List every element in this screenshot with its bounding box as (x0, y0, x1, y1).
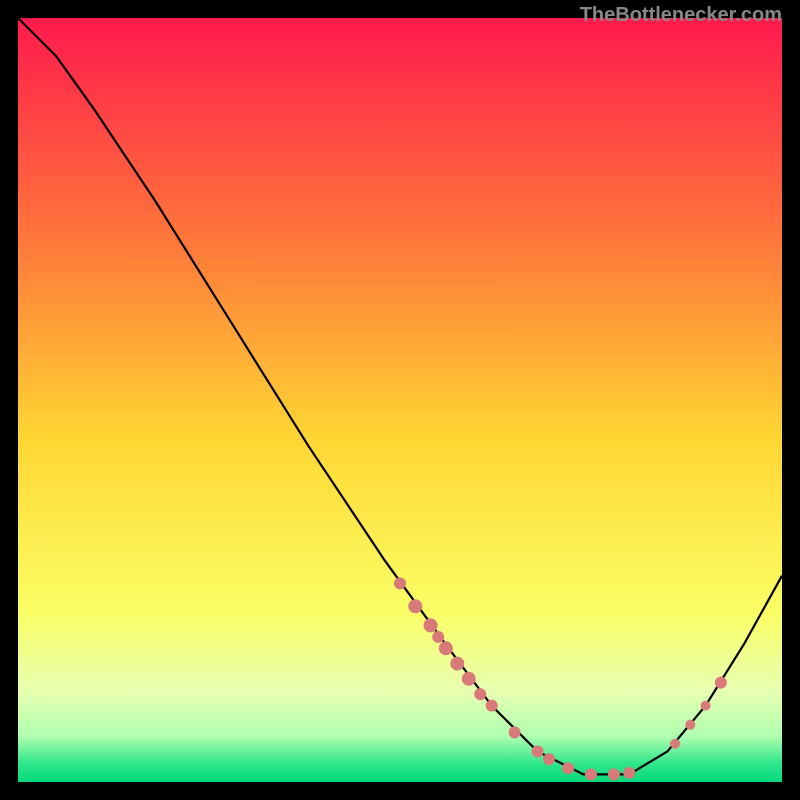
data-marker (543, 753, 555, 765)
data-marker (715, 677, 727, 689)
gradient-background (18, 18, 782, 782)
data-marker (562, 762, 574, 774)
data-marker (424, 618, 438, 632)
watermark-text: TheBottlenecker.com (580, 4, 782, 27)
data-marker (439, 641, 453, 655)
data-marker (585, 768, 597, 780)
chart-area (18, 18, 782, 782)
data-marker (450, 657, 464, 671)
data-marker (532, 745, 544, 757)
data-marker (394, 577, 406, 589)
data-marker (509, 726, 521, 738)
data-marker (670, 739, 680, 749)
chart-svg (18, 18, 782, 782)
data-marker (623, 767, 635, 779)
data-marker (474, 688, 486, 700)
data-marker (462, 672, 476, 686)
data-marker (685, 720, 695, 730)
data-marker (486, 700, 498, 712)
data-marker (408, 599, 422, 613)
data-marker (432, 631, 444, 643)
data-marker (701, 701, 711, 711)
data-marker (608, 768, 620, 780)
